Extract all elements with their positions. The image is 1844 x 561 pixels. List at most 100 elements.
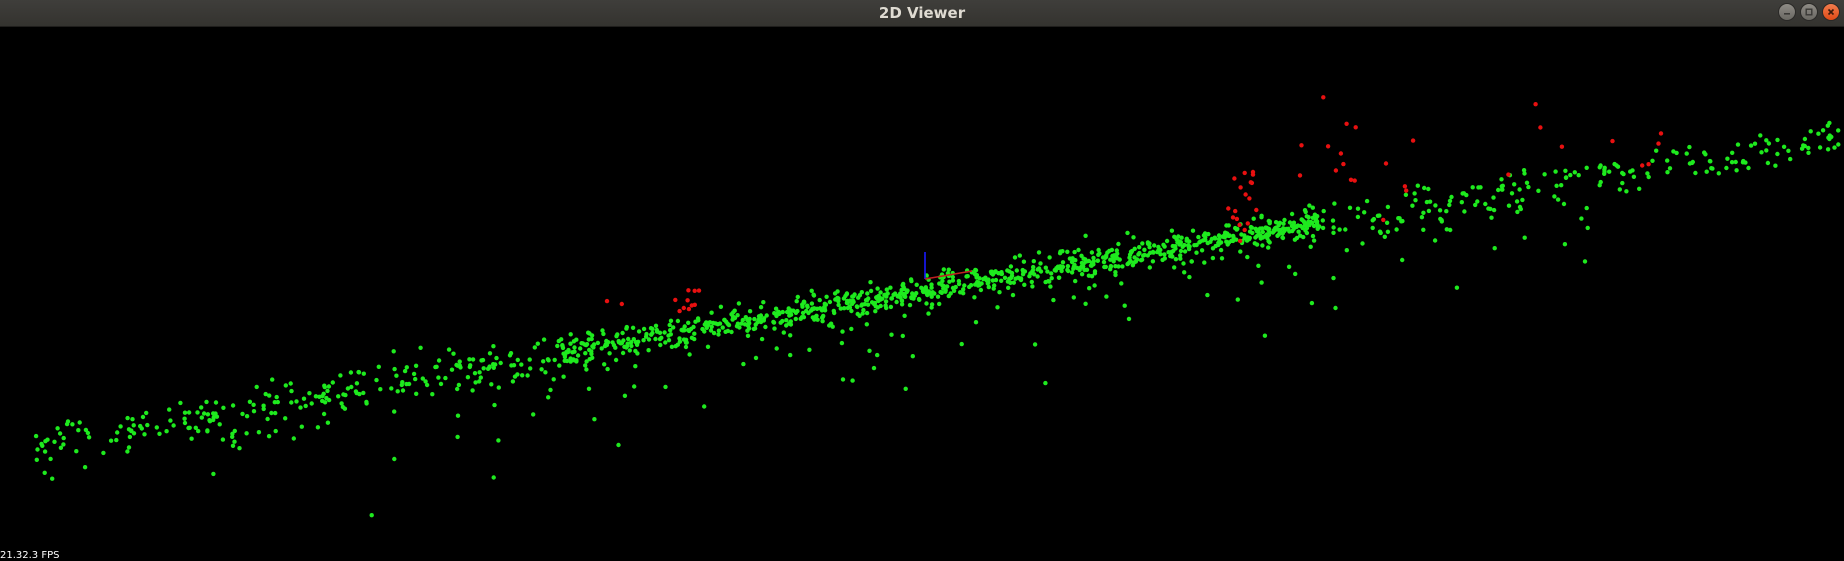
ground-point: [178, 400, 183, 406]
ground-point: [196, 428, 201, 434]
ground-point: [946, 293, 951, 299]
ground-point: [634, 342, 640, 347]
ground-point: [1628, 169, 1633, 174]
ground-point: [270, 377, 275, 382]
ground-point: [449, 367, 455, 372]
ground-point: [1489, 215, 1494, 220]
ground-point: [828, 321, 834, 326]
ground-point: [1826, 135, 1831, 140]
ground-point: [916, 296, 922, 302]
ground-point: [739, 321, 744, 326]
ground-point: [692, 336, 697, 342]
ground-point: [1186, 245, 1192, 250]
ground-point: [583, 363, 588, 368]
ground-point: [939, 290, 944, 295]
ground-point: [1229, 238, 1234, 243]
ground-point: [1522, 171, 1527, 176]
ground-point: [438, 381, 444, 387]
ground-point: [414, 391, 419, 396]
ground-point: [1256, 263, 1261, 268]
ground-point: [1710, 166, 1715, 171]
obstacle-point: [1383, 161, 1389, 166]
ground-point: [39, 441, 44, 447]
ground-point: [607, 351, 612, 356]
ground-point: [298, 405, 303, 410]
ground-point: [1178, 248, 1184, 254]
ground-point: [720, 325, 725, 330]
ground-point: [929, 285, 934, 290]
ground-point: [907, 302, 913, 308]
ground-point: [108, 438, 114, 443]
ground-point: [653, 323, 659, 328]
ground-point: [1031, 259, 1037, 264]
point-cloud-viewport[interactable]: 21.32.3 FPS: [0, 27, 1844, 561]
ground-point: [560, 344, 565, 349]
ground-point: [945, 284, 950, 289]
ground-point: [154, 425, 159, 430]
ground-point: [1032, 342, 1038, 347]
ground-point: [620, 330, 625, 336]
ground-point: [950, 278, 956, 283]
ground-point: [1520, 197, 1525, 203]
ground-point: [620, 350, 626, 356]
ground-point: [946, 267, 951, 272]
ground-point: [1321, 208, 1326, 214]
ground-point: [1460, 191, 1465, 196]
ground-point: [1730, 150, 1735, 155]
ground-point: [972, 295, 977, 300]
obstacle-point: [1353, 125, 1358, 130]
obstacle-point: [685, 298, 690, 303]
ground-point: [535, 341, 540, 346]
ground-point: [889, 296, 894, 301]
ground-point: [1219, 256, 1225, 261]
ground-point: [1259, 215, 1264, 220]
obstacle-point: [1348, 177, 1354, 182]
close-icon: [1827, 8, 1835, 16]
ground-point: [1014, 268, 1019, 273]
ground-point: [624, 326, 629, 331]
ground-point: [780, 309, 785, 315]
ground-point: [1009, 273, 1015, 278]
obstacle-point: [1245, 221, 1251, 226]
ground-point: [1332, 201, 1337, 206]
ground-point: [1766, 141, 1772, 146]
ground-point: [1624, 189, 1629, 194]
ground-point: [616, 338, 621, 344]
ground-point: [477, 379, 482, 384]
point-cloud-canvas[interactable]: [0, 27, 1844, 561]
obstacle-point: [1321, 95, 1326, 100]
ground-point: [1825, 123, 1831, 128]
ground-point: [131, 423, 136, 428]
ground-point: [1224, 223, 1229, 228]
ground-point: [489, 382, 494, 387]
ground-point: [1492, 246, 1497, 251]
ground-point: [455, 434, 460, 440]
ground-point: [45, 437, 50, 442]
minimize-button[interactable]: [1778, 3, 1796, 21]
ground-point: [683, 337, 689, 342]
ground-point: [1526, 184, 1531, 190]
close-button[interactable]: [1822, 3, 1840, 21]
ground-point: [1210, 255, 1216, 261]
ground-point: [929, 282, 934, 287]
ground-point: [614, 334, 619, 339]
ground-point: [1836, 128, 1841, 133]
ground-point: [771, 319, 776, 325]
ground-point: [566, 349, 571, 355]
ground-point: [1206, 231, 1211, 237]
ground-point: [1120, 264, 1125, 269]
maximize-button[interactable]: [1800, 3, 1818, 21]
ground-point: [467, 364, 472, 370]
ground-point: [1087, 286, 1092, 291]
ground-point: [591, 342, 597, 347]
ground-point: [1092, 269, 1098, 274]
ground-point: [747, 321, 752, 326]
ground-point: [1267, 240, 1272, 245]
ground-point: [761, 316, 767, 321]
ground-point: [1687, 144, 1692, 150]
title-bar[interactable]: 2D Viewer: [0, 0, 1844, 27]
obstacle-point: [1538, 125, 1543, 130]
ground-point: [1758, 133, 1763, 138]
ground-point: [937, 301, 942, 307]
ground-point: [1748, 143, 1754, 148]
